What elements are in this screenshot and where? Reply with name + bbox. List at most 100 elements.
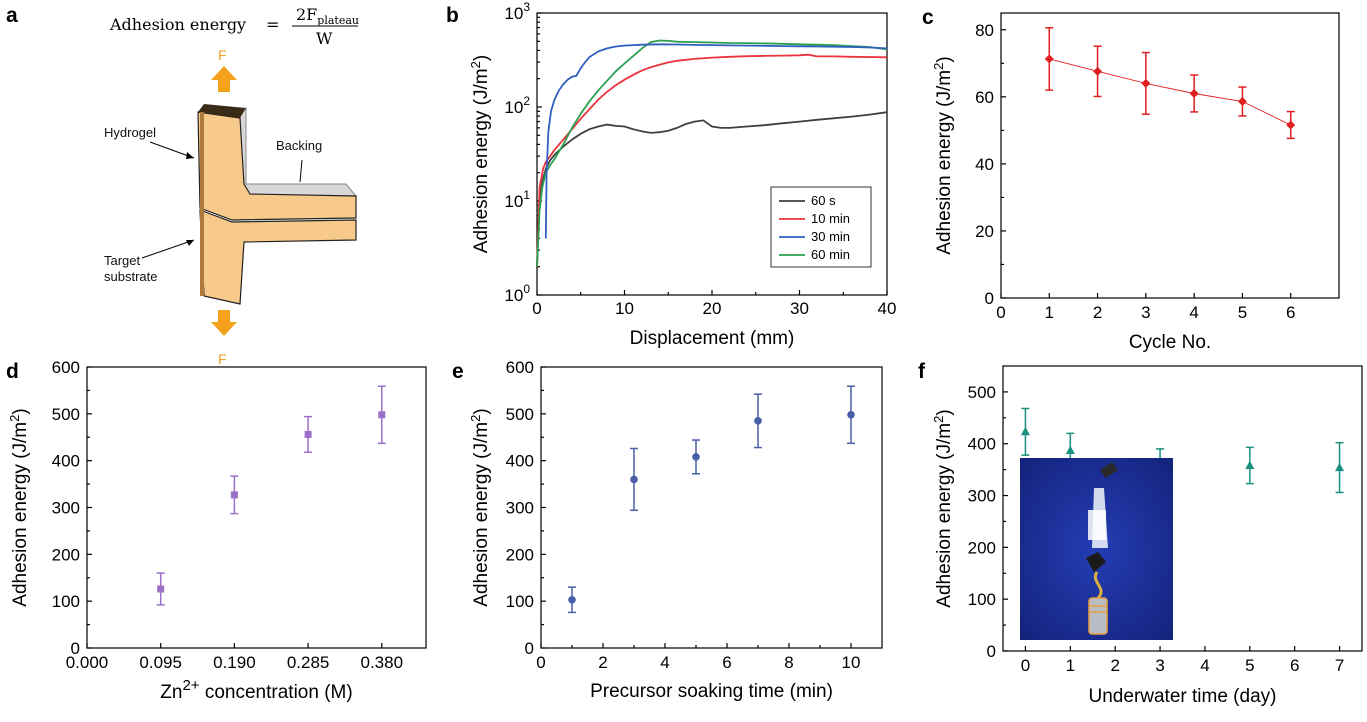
panel-label-f: f [918, 360, 926, 383]
plot-frame [540, 366, 883, 649]
x-tick-label: 20 [703, 299, 722, 318]
force-label-bottom: F [218, 351, 227, 367]
y-tick-label: 500 [52, 405, 80, 424]
x-tick-label: 0 [996, 303, 1005, 322]
y-tick-label: 0 [987, 642, 996, 661]
x-tick-label: 5 [1238, 303, 1247, 322]
y-tick-label: 101 [504, 188, 530, 211]
panel-label-d: d [6, 360, 19, 383]
y-axis-label: Adhesion energy (J/m2) [468, 55, 492, 253]
data-point [157, 585, 165, 593]
x-tick-label: 0 [536, 653, 545, 672]
arrow-down-icon [211, 310, 237, 336]
series-line [1049, 58, 1291, 126]
data-point [1141, 78, 1151, 88]
x-axis-label: Zn2+ concentration (M) [160, 677, 352, 703]
data-point [1020, 426, 1030, 436]
x-tick-label: 4 [1189, 303, 1198, 322]
data-point [1065, 445, 1075, 454]
y-tick-label: 300 [968, 487, 996, 506]
y-tick-label: 200 [968, 538, 996, 557]
x-tick-label: 5 [1245, 656, 1254, 675]
target-pointer [141, 239, 195, 259]
legend-entry: 10 min [811, 211, 850, 226]
x-tick-label: 30 [790, 299, 809, 318]
data-point [630, 475, 638, 484]
data-point [754, 417, 762, 425]
data-point [847, 410, 855, 419]
x-tick-label: 0.190 [213, 653, 256, 672]
hydrogel-top-face [198, 104, 246, 118]
x-tick-label: 1 [1066, 656, 1075, 675]
x-axis-label: Precursor soaking time (min) [590, 681, 833, 702]
y-tick-label: 300 [52, 499, 80, 518]
x-tick-label: 1 [1045, 303, 1054, 322]
x-tick-label: 0.000 [66, 653, 109, 672]
data-point [1335, 462, 1345, 472]
panel-label-a: a [6, 4, 18, 27]
data-point [378, 411, 386, 419]
panel-label-e: e [452, 360, 464, 383]
y-tick-label: 0 [71, 639, 80, 658]
y-axis-label: Adhesion energy (J/m2) [468, 408, 492, 606]
x-tick-label: 6 [1286, 303, 1295, 322]
target-substrate [199, 209, 357, 305]
plot-frame [1002, 365, 1363, 652]
y-tick-label: 500 [506, 405, 534, 424]
arrow-head-icon [186, 240, 194, 246]
y-tick-label: 600 [506, 358, 534, 377]
chart-d: 0.000 0.095 0.190 0.285 0.380 0 100 200 300 400 50… [7, 358, 427, 703]
y-tick-label: 60 [975, 88, 994, 107]
y-tick-label: 100 [506, 592, 534, 611]
y-tick-label: 20 [975, 222, 994, 241]
backing-label: Backing [276, 138, 322, 153]
plot-frame [1000, 12, 1340, 299]
y-tick-label: 300 [506, 499, 534, 518]
y-tick-label: 80 [975, 21, 994, 40]
x-tick-label: 0.380 [361, 653, 404, 672]
x-tick-label: 7 [1335, 656, 1344, 675]
x-tick-label: 2 [1093, 303, 1102, 322]
y-tick-label: 0 [985, 289, 994, 308]
x-tick-label: 10 [615, 299, 634, 318]
y-tick-label: 600 [52, 358, 80, 377]
y-tick-label: 200 [506, 545, 534, 564]
legend-entry: 60 s [811, 193, 836, 208]
equation-lhs: Adhesion energy [109, 15, 246, 34]
y-tick-label: 100 [504, 282, 530, 305]
panel-label-b: b [446, 4, 459, 27]
data-point [1245, 460, 1255, 469]
schematic-panel: Adhesion energy = 2Fplateau W F Hydrogel… [104, 5, 359, 367]
y-tick-label: 200 [52, 545, 80, 564]
data-point [1189, 88, 1199, 98]
x-tick-label: 8 [784, 653, 793, 672]
series-line-10-min [536, 53, 888, 267]
y-tick-label: 400 [506, 452, 534, 471]
y-tick-label: 400 [52, 452, 80, 471]
y-tick-label: 500 [968, 383, 996, 402]
x-axis-label: Cycle No. [1129, 332, 1211, 353]
x-tick-label: 2 [598, 653, 607, 672]
force-label-top: F [218, 47, 227, 63]
legend-entry: 60 min [811, 247, 850, 262]
data-point [1044, 54, 1054, 64]
backing-layer [239, 106, 358, 201]
y-tick-label: 40 [975, 155, 994, 174]
x-tick-label: 0.095 [139, 653, 182, 672]
chart-b: 0 10 20 30 40 100 101 102 103 Displacement (mm) Ad… [468, 0, 896, 349]
x-tick-label: 0 [1021, 656, 1030, 675]
target-label-line2: substrate [104, 269, 157, 284]
inset-photo [1020, 458, 1173, 640]
x-tick-label: 3 [1141, 303, 1150, 322]
data-point [692, 453, 700, 461]
target-label-line1: Target [104, 253, 141, 268]
x-tick-label: 3 [1155, 656, 1164, 675]
x-tick-label: 10 [842, 653, 861, 672]
x-tick-label: 6 [1290, 656, 1299, 675]
data-point [1237, 97, 1247, 107]
x-tick-label: 0 [532, 299, 541, 318]
legend-entry: 30 min [811, 229, 850, 244]
y-tick-label: 400 [968, 435, 996, 454]
